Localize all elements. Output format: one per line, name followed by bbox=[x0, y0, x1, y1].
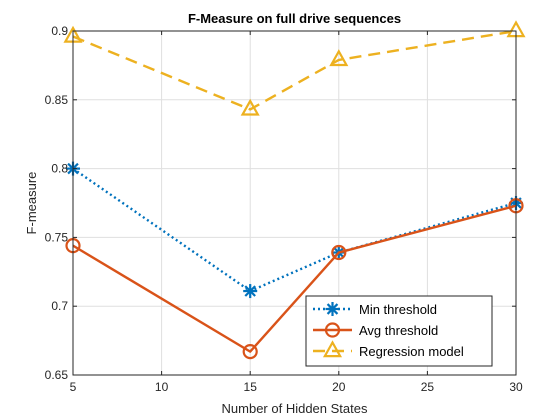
x-axis-title: Number of Hidden States bbox=[222, 401, 368, 416]
y-tick-label-2: 0.75 bbox=[45, 230, 69, 244]
data-point-0-1 bbox=[243, 284, 258, 299]
legend-marker-0-stroke-3 bbox=[326, 303, 339, 315]
series-line-0 bbox=[72, 167, 517, 293]
legend-marker-1 bbox=[324, 322, 341, 338]
x-tick-label-3: 20 bbox=[332, 380, 346, 394]
series-line-2 bbox=[72, 29, 517, 111]
legend: Min threshold Avg threshold Regression mod… bbox=[305, 295, 493, 367]
x-tick-label-2: 15 bbox=[244, 380, 258, 394]
legend-label-2: Regression model bbox=[359, 344, 464, 359]
data-point-2-2 bbox=[329, 49, 349, 67]
y-tick-label-3: 0.8 bbox=[51, 162, 68, 176]
x-tick-label-5: 30 bbox=[509, 380, 523, 394]
series-0 bbox=[66, 161, 523, 299]
plot-frame bbox=[72, 30, 517, 376]
x-tick-label-4: 25 bbox=[421, 380, 435, 394]
legend-label-0: Min threshold bbox=[359, 302, 437, 317]
y-tick-label-0: 0.65 bbox=[45, 368, 69, 382]
legend-marker-2 bbox=[322, 340, 343, 358]
series-line-1 bbox=[72, 204, 517, 353]
y-tick-label-5: 0.9 bbox=[51, 24, 68, 38]
x-tick-label-0: 5 bbox=[70, 380, 77, 394]
y-axis-title: F-measure bbox=[24, 172, 39, 235]
tick-layer: 5 10 15 20 25 30 0.65 0.7 0.75 0.8 0.85 0.9 bbox=[45, 24, 523, 394]
y-tick-label-1: 0.7 bbox=[51, 299, 68, 313]
series-2 bbox=[63, 20, 526, 116]
data-point-2-1 bbox=[240, 98, 260, 116]
chart-title: F-Measure on full drive sequences bbox=[188, 11, 401, 26]
data-point-1-1 bbox=[242, 344, 258, 360]
y-tick-label-4: 0.85 bbox=[45, 93, 69, 107]
data-point-0-1-stroke-3 bbox=[244, 285, 256, 297]
legend-item-2: Regression model bbox=[313, 340, 464, 359]
legend-item-0: Min threshold bbox=[313, 302, 437, 317]
legend-item-1: Avg threshold bbox=[313, 322, 438, 338]
x-tick-label-1: 10 bbox=[155, 380, 169, 394]
data-point-1-2 bbox=[331, 244, 347, 261]
legend-marker-0 bbox=[325, 302, 340, 316]
legend-label-1: Avg threshold bbox=[359, 323, 438, 338]
